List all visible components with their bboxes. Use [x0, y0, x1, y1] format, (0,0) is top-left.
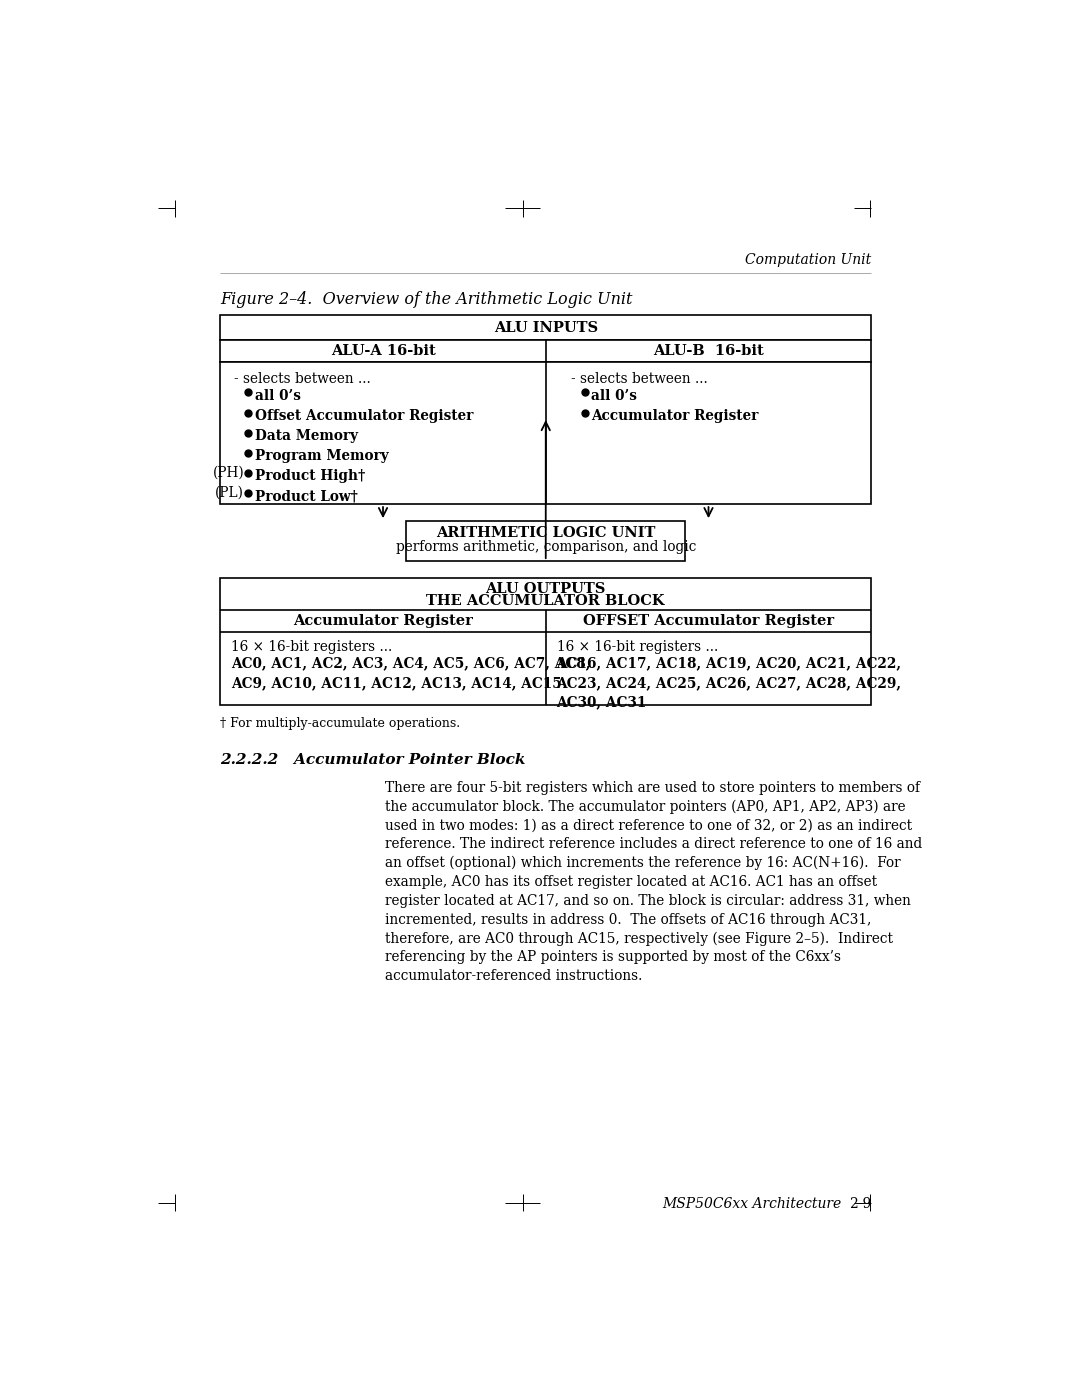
Text: THE ACCUMULATOR BLOCK: THE ACCUMULATOR BLOCK — [427, 594, 665, 608]
Text: 2-9: 2-9 — [849, 1197, 872, 1211]
Text: AC16, AC17, AC18, AC19, AC20, AC21, AC22,
AC23, AC24, AC25, AC26, AC27, AC28, AC: AC16, AC17, AC18, AC19, AC20, AC21, AC22… — [556, 657, 902, 710]
Text: example, AC0 has its offset register located at AC16. AC1 has an offset: example, AC0 has its offset register loc… — [384, 875, 877, 888]
Text: register located at AC17, and so on. The block is circular: address 31, when: register located at AC17, and so on. The… — [384, 894, 910, 908]
Text: 2.2.2.2   Accumulator Pointer Block: 2.2.2.2 Accumulator Pointer Block — [220, 753, 526, 767]
Text: ALU-B  16-bit: ALU-B 16-bit — [653, 344, 764, 358]
Text: AC0, AC1, AC2, AC3, AC4, AC5, AC6, AC7, AC8,
AC9, AC10, AC11, AC12, AC13, AC14, : AC0, AC1, AC2, AC3, AC4, AC5, AC6, AC7, … — [231, 657, 591, 690]
Text: Program Memory: Program Memory — [255, 450, 389, 464]
Text: Offset Accumulator Register: Offset Accumulator Register — [255, 409, 473, 423]
Text: an offset (optional) which increments the reference by 16: AC(N+16).  For: an offset (optional) which increments th… — [384, 856, 900, 870]
Text: - selects between ...: - selects between ... — [570, 373, 707, 387]
Text: all 0’s: all 0’s — [255, 390, 301, 404]
Bar — [220, 578, 872, 705]
Bar — [220, 362, 872, 504]
Bar — [220, 339, 872, 362]
Text: - selects between ...: - selects between ... — [234, 373, 370, 387]
Text: Figure 2–4.  Overview of the Arithmetic Logic Unit: Figure 2–4. Overview of the Arithmetic L… — [220, 291, 633, 307]
Text: Product High†: Product High† — [255, 469, 365, 483]
Text: There are four 5-bit registers which are used to store pointers to members of: There are four 5-bit registers which are… — [384, 781, 919, 795]
Text: all 0’s: all 0’s — [592, 390, 637, 404]
Text: 16 × 16-bit registers ...: 16 × 16-bit registers ... — [556, 640, 718, 654]
Text: performs arithmetic, comparison, and logic: performs arithmetic, comparison, and log… — [395, 541, 696, 555]
Text: used in two modes: 1) as a direct reference to one of 32, or 2) as an indirect: used in two modes: 1) as a direct refere… — [384, 819, 912, 833]
Text: ALU INPUTS: ALU INPUTS — [494, 321, 598, 335]
Text: ALU OUTPUTS: ALU OUTPUTS — [486, 581, 606, 597]
Text: ARITHMETIC LOGIC UNIT: ARITHMETIC LOGIC UNIT — [436, 527, 656, 541]
Text: Computation Unit: Computation Unit — [745, 253, 872, 267]
Text: Data Memory: Data Memory — [255, 429, 359, 443]
Text: the accumulator block. The accumulator pointers (AP0, AP1, AP2, AP3) are: the accumulator block. The accumulator p… — [384, 799, 905, 814]
Text: reference. The indirect reference includes a direct reference to one of 16 and: reference. The indirect reference includ… — [384, 837, 922, 851]
Bar — [220, 316, 872, 339]
Text: Accumulator Register: Accumulator Register — [293, 615, 473, 629]
Bar — [406, 521, 685, 562]
Text: Product Low†: Product Low† — [255, 489, 357, 503]
Text: accumulator-referenced instructions.: accumulator-referenced instructions. — [384, 970, 642, 983]
Text: † For multiply-accumulate operations.: † For multiply-accumulate operations. — [220, 718, 460, 731]
Text: referencing by the AP pointers is supported by most of the C6xx’s: referencing by the AP pointers is suppor… — [384, 950, 840, 964]
Text: ALU-A 16-bit: ALU-A 16-bit — [330, 344, 435, 358]
Text: (PL): (PL) — [215, 486, 244, 500]
Text: 16 × 16-bit registers ...: 16 × 16-bit registers ... — [231, 640, 392, 654]
Text: incremented, results in address 0.  The offsets of AC16 through AC31,: incremented, results in address 0. The o… — [384, 912, 870, 926]
Text: (PH): (PH) — [213, 465, 244, 479]
Text: OFFSET Accumulator Register: OFFSET Accumulator Register — [583, 615, 834, 629]
Text: MSP50C6xx Architecture: MSP50C6xx Architecture — [662, 1197, 841, 1211]
Text: Accumulator Register: Accumulator Register — [592, 409, 759, 423]
Text: therefore, are AC0 through AC15, respectively (see Figure 2–5).  Indirect: therefore, are AC0 through AC15, respect… — [384, 932, 892, 946]
